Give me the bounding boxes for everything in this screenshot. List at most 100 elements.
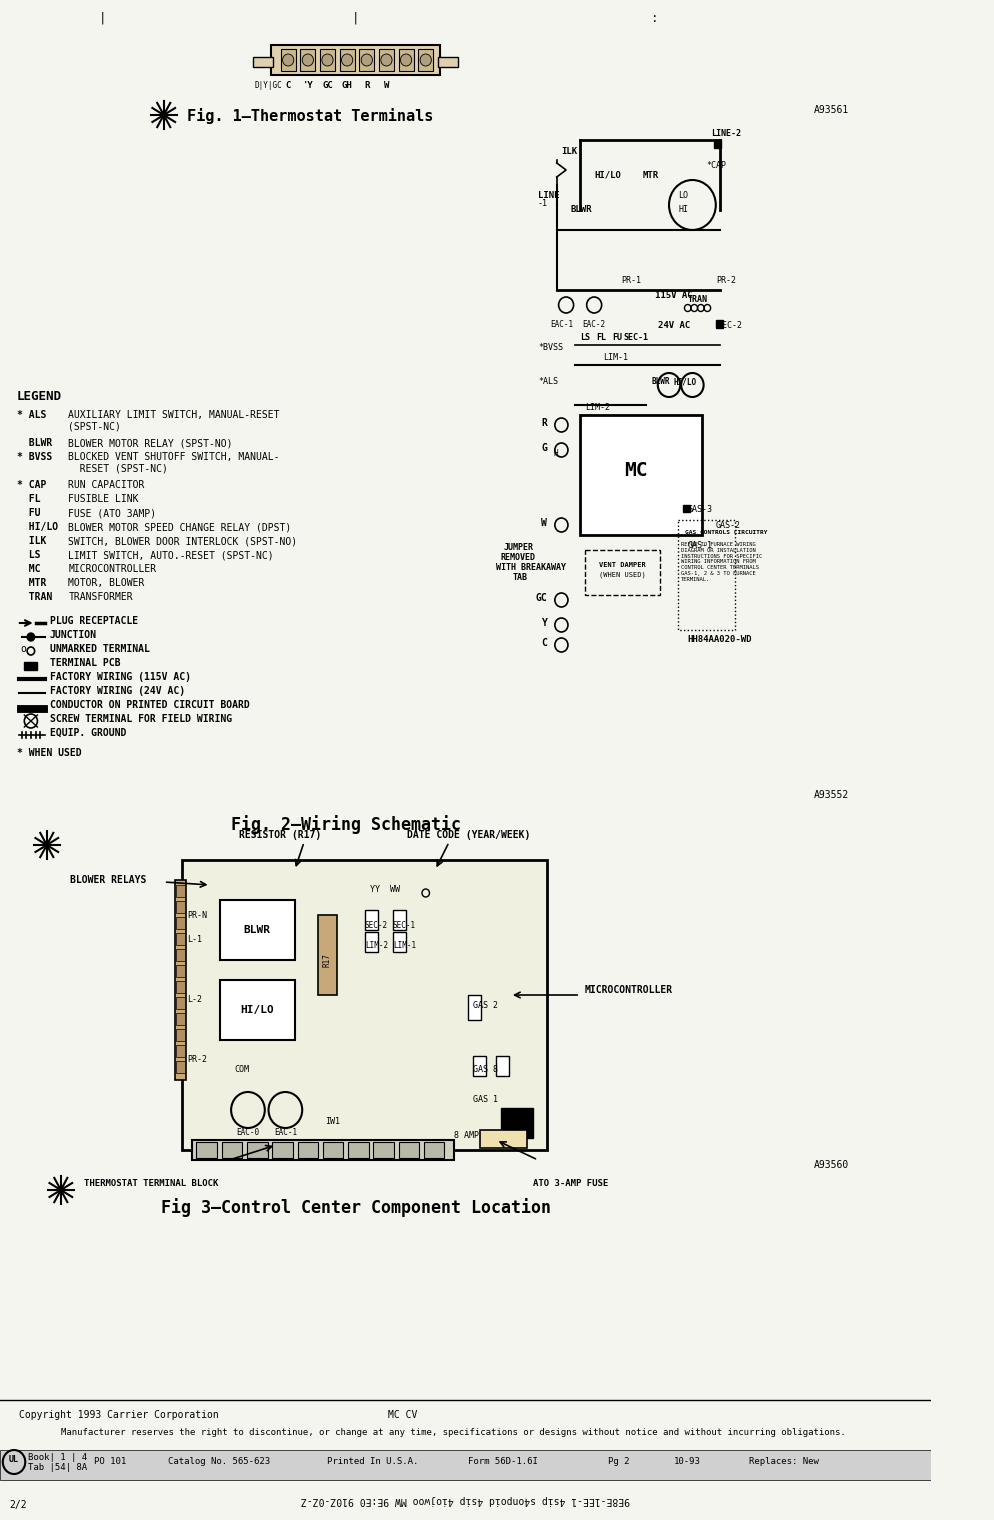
Circle shape	[341, 55, 353, 65]
Text: SWITCH, BLOWER DOOR INTERLOCK (SPST-NO): SWITCH, BLOWER DOOR INTERLOCK (SPST-NO)	[69, 537, 297, 546]
Text: * WHEN USED: * WHEN USED	[17, 748, 82, 758]
Bar	[297, 1142, 318, 1158]
Text: W: W	[541, 518, 547, 527]
Text: Printed In U.S.A.: Printed In U.S.A.	[327, 1458, 418, 1467]
Text: LEGEND: LEGEND	[17, 391, 62, 403]
Text: PLUG RECEPTACLE: PLUG RECEPTACLE	[50, 616, 137, 626]
Text: IW1: IW1	[324, 1117, 339, 1126]
Text: PR-1: PR-1	[621, 277, 641, 286]
Circle shape	[302, 55, 313, 65]
Text: CONDUCTOR ON PRINTED CIRCUIT BOARD: CONDUCTOR ON PRINTED CIRCUIT BOARD	[50, 701, 249, 710]
Text: W: W	[384, 81, 389, 90]
Bar	[379, 49, 394, 71]
Circle shape	[282, 55, 293, 65]
Text: FACTORY WIRING (115V AC): FACTORY WIRING (115V AC)	[50, 672, 191, 682]
Text: Book| 1 | 4: Book| 1 | 4	[28, 1453, 87, 1462]
Text: |: |	[352, 12, 359, 24]
Text: HH84AA020-WD: HH84AA020-WD	[687, 635, 751, 644]
Text: D|Y|GC: D|Y|GC	[254, 81, 282, 90]
Text: ILK: ILK	[561, 147, 577, 157]
Text: FUSIBLE LINK: FUSIBLE LINK	[69, 494, 139, 505]
Text: PR-2: PR-2	[715, 277, 735, 286]
Text: COM: COM	[234, 1066, 248, 1075]
Text: * ALS: * ALS	[17, 410, 46, 420]
Bar	[182, 860, 547, 1151]
Text: L-2: L-2	[187, 996, 202, 1005]
Text: ILK: ILK	[17, 537, 46, 546]
Text: L-1: L-1	[187, 935, 202, 944]
Text: Fig. 1—Thermostat Terminals: Fig. 1—Thermostat Terminals	[187, 108, 433, 125]
Text: FUSE (ATO 3AMP): FUSE (ATO 3AMP)	[69, 508, 156, 518]
Text: TRAN: TRAN	[17, 591, 52, 602]
Text: HI/LO: HI/LO	[673, 377, 696, 386]
Text: *BVSS: *BVSS	[538, 342, 563, 351]
Circle shape	[361, 55, 372, 65]
Bar	[500, 1108, 533, 1138]
Text: 115V AC: 115V AC	[654, 290, 692, 299]
Bar	[365, 910, 378, 930]
Text: C: C	[285, 81, 290, 90]
Bar	[393, 932, 406, 952]
Circle shape	[27, 632, 35, 641]
Text: MICROCONTROLLER: MICROCONTROLLER	[69, 564, 156, 575]
Text: EQUIP. GROUND: EQUIP. GROUND	[50, 728, 126, 739]
Text: RESISTOR (R17): RESISTOR (R17)	[239, 830, 320, 841]
Bar	[220, 980, 294, 1040]
Text: Y: Y	[541, 619, 547, 628]
Text: FU: FU	[17, 508, 41, 518]
Text: A93552: A93552	[813, 790, 849, 800]
Text: BLOWER MOTOR SPEED CHANGE RELAY (DPST): BLOWER MOTOR SPEED CHANGE RELAY (DPST)	[69, 521, 291, 532]
Text: Manufacturer reserves the right to discontinue, or change at any time, specifica: Manufacturer reserves the right to disco…	[61, 1427, 845, 1436]
Text: 10-93: 10-93	[673, 1458, 700, 1467]
Text: WITH BREAKAWAY: WITH BREAKAWAY	[495, 562, 566, 572]
Text: * CAP: * CAP	[17, 480, 46, 489]
Text: GAS CONTROLS CIRCUITRY: GAS CONTROLS CIRCUITRY	[684, 530, 766, 535]
Text: EAC-0: EAC-0	[237, 1128, 259, 1137]
Text: LIM-1: LIM-1	[393, 941, 415, 950]
Text: BLOWER MOTOR RELAY (SPST-NO): BLOWER MOTOR RELAY (SPST-NO)	[69, 438, 233, 448]
Text: SEC-1: SEC-1	[393, 921, 415, 930]
Text: MC CV: MC CV	[388, 1411, 416, 1420]
Bar	[580, 415, 701, 535]
Circle shape	[381, 55, 392, 65]
Text: (WHEN USED): (WHEN USED)	[598, 572, 645, 578]
Bar	[175, 880, 186, 1081]
Bar	[196, 1142, 217, 1158]
Text: DATE CODE (YEAR/WEEK): DATE CODE (YEAR/WEEK)	[407, 830, 530, 841]
Bar	[220, 900, 294, 961]
Text: Fig. 2—Wiring Schematic: Fig. 2—Wiring Schematic	[231, 815, 461, 834]
Bar	[176, 1029, 185, 1041]
Text: TAB: TAB	[512, 573, 527, 582]
Text: GAS-2: GAS-2	[715, 520, 741, 529]
Text: FACTORY WIRING (24V AC): FACTORY WIRING (24V AC)	[50, 686, 185, 696]
Bar	[359, 49, 374, 71]
Text: Form 56D-1.6I: Form 56D-1.6I	[467, 1458, 537, 1467]
Text: GAS-3: GAS-3	[687, 506, 712, 514]
Bar	[322, 1142, 343, 1158]
Text: Pg 2: Pg 2	[607, 1458, 629, 1467]
Text: :: :	[650, 12, 658, 24]
Text: VENT DAMPER: VENT DAMPER	[598, 562, 645, 568]
Text: *CAP: *CAP	[706, 161, 726, 170]
Bar	[247, 1142, 267, 1158]
Text: GAS 1: GAS 1	[472, 1096, 497, 1105]
Bar	[715, 321, 723, 328]
Text: 9E8E-1EE-1 4sip s4onpoid 4sip 4iojwoo MW 9E:E0 910Z-0Z-Z: 9E8E-1EE-1 4sip s4onpoid 4sip 4iojwoo MW…	[300, 1496, 629, 1505]
Bar	[176, 997, 185, 1009]
Text: * BVSS: * BVSS	[17, 451, 52, 462]
Text: MTR: MTR	[641, 170, 658, 179]
Text: JUNCTION: JUNCTION	[50, 629, 96, 640]
Bar	[300, 49, 315, 71]
Text: LIM-1: LIM-1	[603, 354, 628, 362]
Text: HI/LO: HI/LO	[17, 521, 58, 532]
Text: SEC-2: SEC-2	[717, 321, 742, 330]
Text: EAC-1: EAC-1	[273, 1128, 296, 1137]
Text: G: G	[541, 442, 547, 453]
Text: A93560: A93560	[813, 1160, 849, 1170]
Text: LIM-2: LIM-2	[584, 403, 609, 412]
Text: LINE: LINE	[538, 190, 559, 199]
Text: GAS 8: GAS 8	[472, 1066, 497, 1075]
Bar	[339, 49, 354, 71]
Text: EAC-1: EAC-1	[550, 321, 573, 328]
Text: Tab |54| 8A: Tab |54| 8A	[28, 1464, 87, 1473]
